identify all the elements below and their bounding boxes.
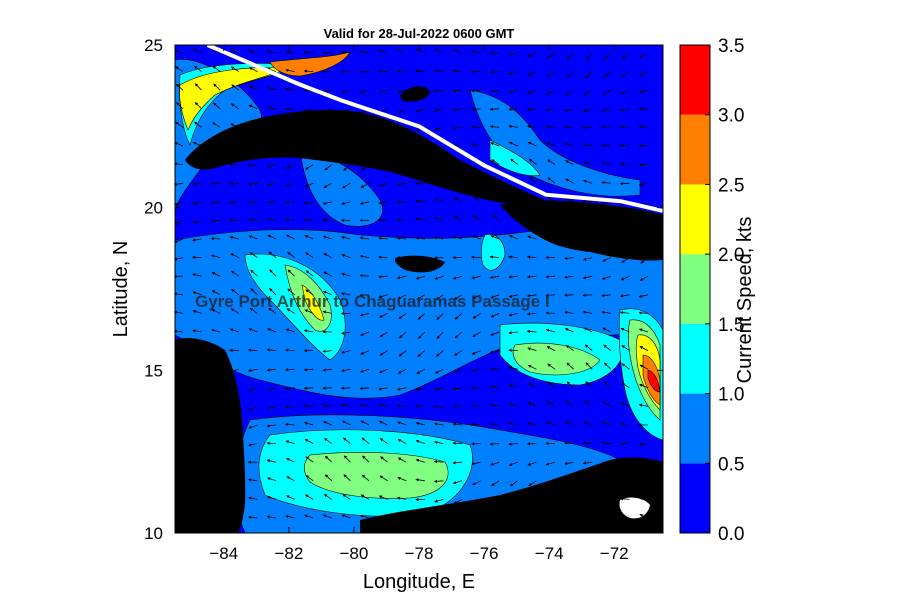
figure-title: Valid for 28-Jul-2022 0600 GMT [324, 26, 515, 41]
colorbar-bin [680, 394, 710, 464]
x-tick-label: −74 [535, 544, 564, 563]
colorbar-bin [680, 45, 710, 115]
colorbar-bin [680, 184, 710, 254]
colorbar-bin [680, 463, 710, 533]
colorbar-tick-label: 3.5 [718, 36, 744, 57]
x-tick-label: −78 [405, 544, 434, 563]
colorbar-bin [680, 115, 710, 185]
x-tick-label: −82 [274, 544, 303, 563]
colorbar-bin [680, 254, 710, 324]
colorbar-tick-label: 0.0 [718, 524, 744, 545]
colorbar-tick-label: 3.0 [718, 106, 744, 127]
y-axis-label: Latitude, N [110, 241, 132, 338]
current-vector-arrow [472, 257, 481, 258]
colorbar-tick-label: 1.0 [718, 385, 744, 406]
x-tick-label: −80 [340, 544, 369, 563]
current-vector-arrow [546, 313, 555, 314]
y-tick-label: 10 [144, 524, 163, 543]
current-vector-arrow [267, 443, 276, 444]
map-panel: Gyre Port Arthur to Chaguaramas Passage … [174, 45, 663, 533]
y-tick-label: 20 [144, 199, 163, 218]
x-tick-label: −76 [470, 544, 499, 563]
current-vector-arrow [248, 202, 257, 203]
y-tick-label: 25 [144, 36, 163, 55]
x-tick-label: −84 [209, 544, 238, 563]
y-tick-label: 15 [144, 361, 163, 380]
colorbar-label: Current Speed, kts [734, 217, 756, 384]
colorbar-bin [680, 324, 710, 394]
current-vector-arrow [453, 443, 462, 444]
current-vector-arrow [341, 388, 350, 389]
map-overlay-label: Gyre Port Arthur to Chaguaramas Passage … [195, 292, 550, 311]
colorbar-tick-label: 0.5 [718, 454, 744, 475]
colorbar-tick-label: 2.5 [718, 175, 744, 196]
current-vector-arrow [193, 351, 202, 352]
x-tick-label: −72 [600, 544, 629, 563]
current-vector-arrow [509, 350, 518, 351]
x-axis-label: Longitude, E [363, 571, 475, 593]
